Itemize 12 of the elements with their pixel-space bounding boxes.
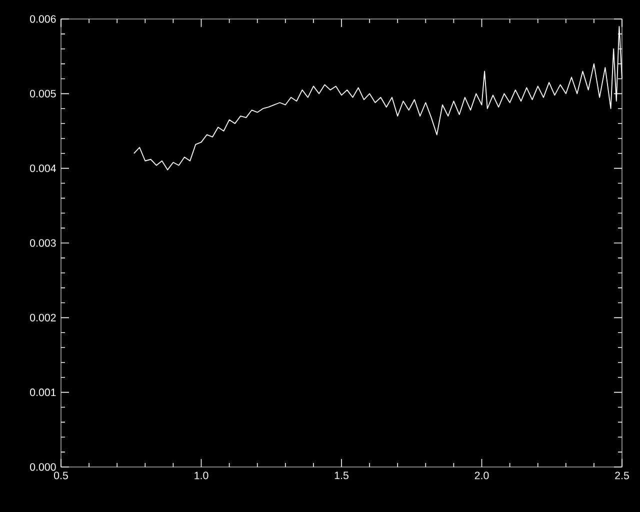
- y-tick-label: 0.004: [30, 164, 56, 172]
- y-tick-label: 0.006: [30, 15, 56, 23]
- x-tick-label: 2.0: [474, 472, 489, 480]
- x-tick-label: 1.5: [334, 472, 348, 480]
- y-tick-label: 0.003: [30, 239, 56, 247]
- y-tick-label: 0.000: [30, 463, 56, 471]
- x-tick-label: 1.0: [194, 472, 208, 480]
- y-tick-label: 0.005: [30, 90, 56, 98]
- y-tick-label: 0.002: [30, 314, 56, 322]
- y-tick-label: 0.001: [30, 388, 56, 396]
- x-tick-label: 2.5: [615, 472, 629, 480]
- x-tick-label: 0.5: [54, 472, 68, 480]
